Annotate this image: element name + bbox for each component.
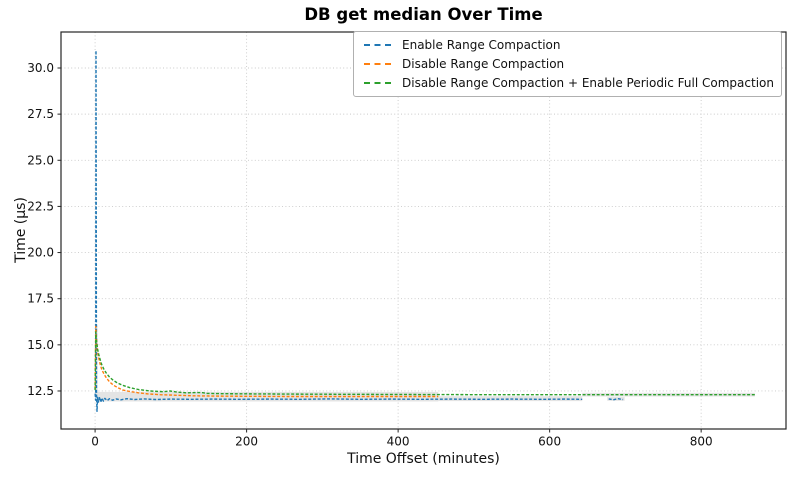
legend-row: Disable Range Compaction [364, 55, 775, 74]
x-axis-label: Time Offset (minutes) [347, 451, 500, 467]
legend: Enable Range Compaction Disable Range Co… [353, 31, 782, 97]
svg-text:800: 800 [690, 435, 713, 449]
svg-text:27.5: 27.5 [27, 107, 54, 121]
chart-title: DB get median Over Time [304, 5, 543, 24]
svg-text:25.0: 25.0 [27, 153, 54, 167]
legend-swatch [364, 63, 391, 65]
legend-label: Disable Range Compaction + Enable Period… [402, 75, 774, 90]
svg-text:200: 200 [235, 435, 258, 449]
legend-swatch [364, 44, 391, 47]
svg-text:20.0: 20.0 [27, 246, 54, 260]
svg-text:30.0: 30.0 [27, 61, 54, 75]
svg-text:0: 0 [91, 435, 99, 449]
svg-text:400: 400 [387, 435, 410, 449]
svg-text:15.0: 15.0 [27, 338, 54, 352]
legend-label: Disable Range Compaction [402, 57, 565, 71]
svg-text:17.5: 17.5 [27, 292, 54, 306]
svg-text:600: 600 [538, 435, 561, 449]
svg-text:12.5: 12.5 [27, 384, 54, 398]
svg-text:22.5: 22.5 [27, 199, 54, 213]
legend-row: Enable Range Compaction [364, 36, 775, 55]
legend-label: Enable Range Compaction [402, 38, 561, 53]
y-axis-label: Time (µs) [13, 197, 29, 263]
legend-swatch [364, 81, 391, 84]
legend-row: Disable Range Compaction + Enable Period… [364, 73, 775, 92]
